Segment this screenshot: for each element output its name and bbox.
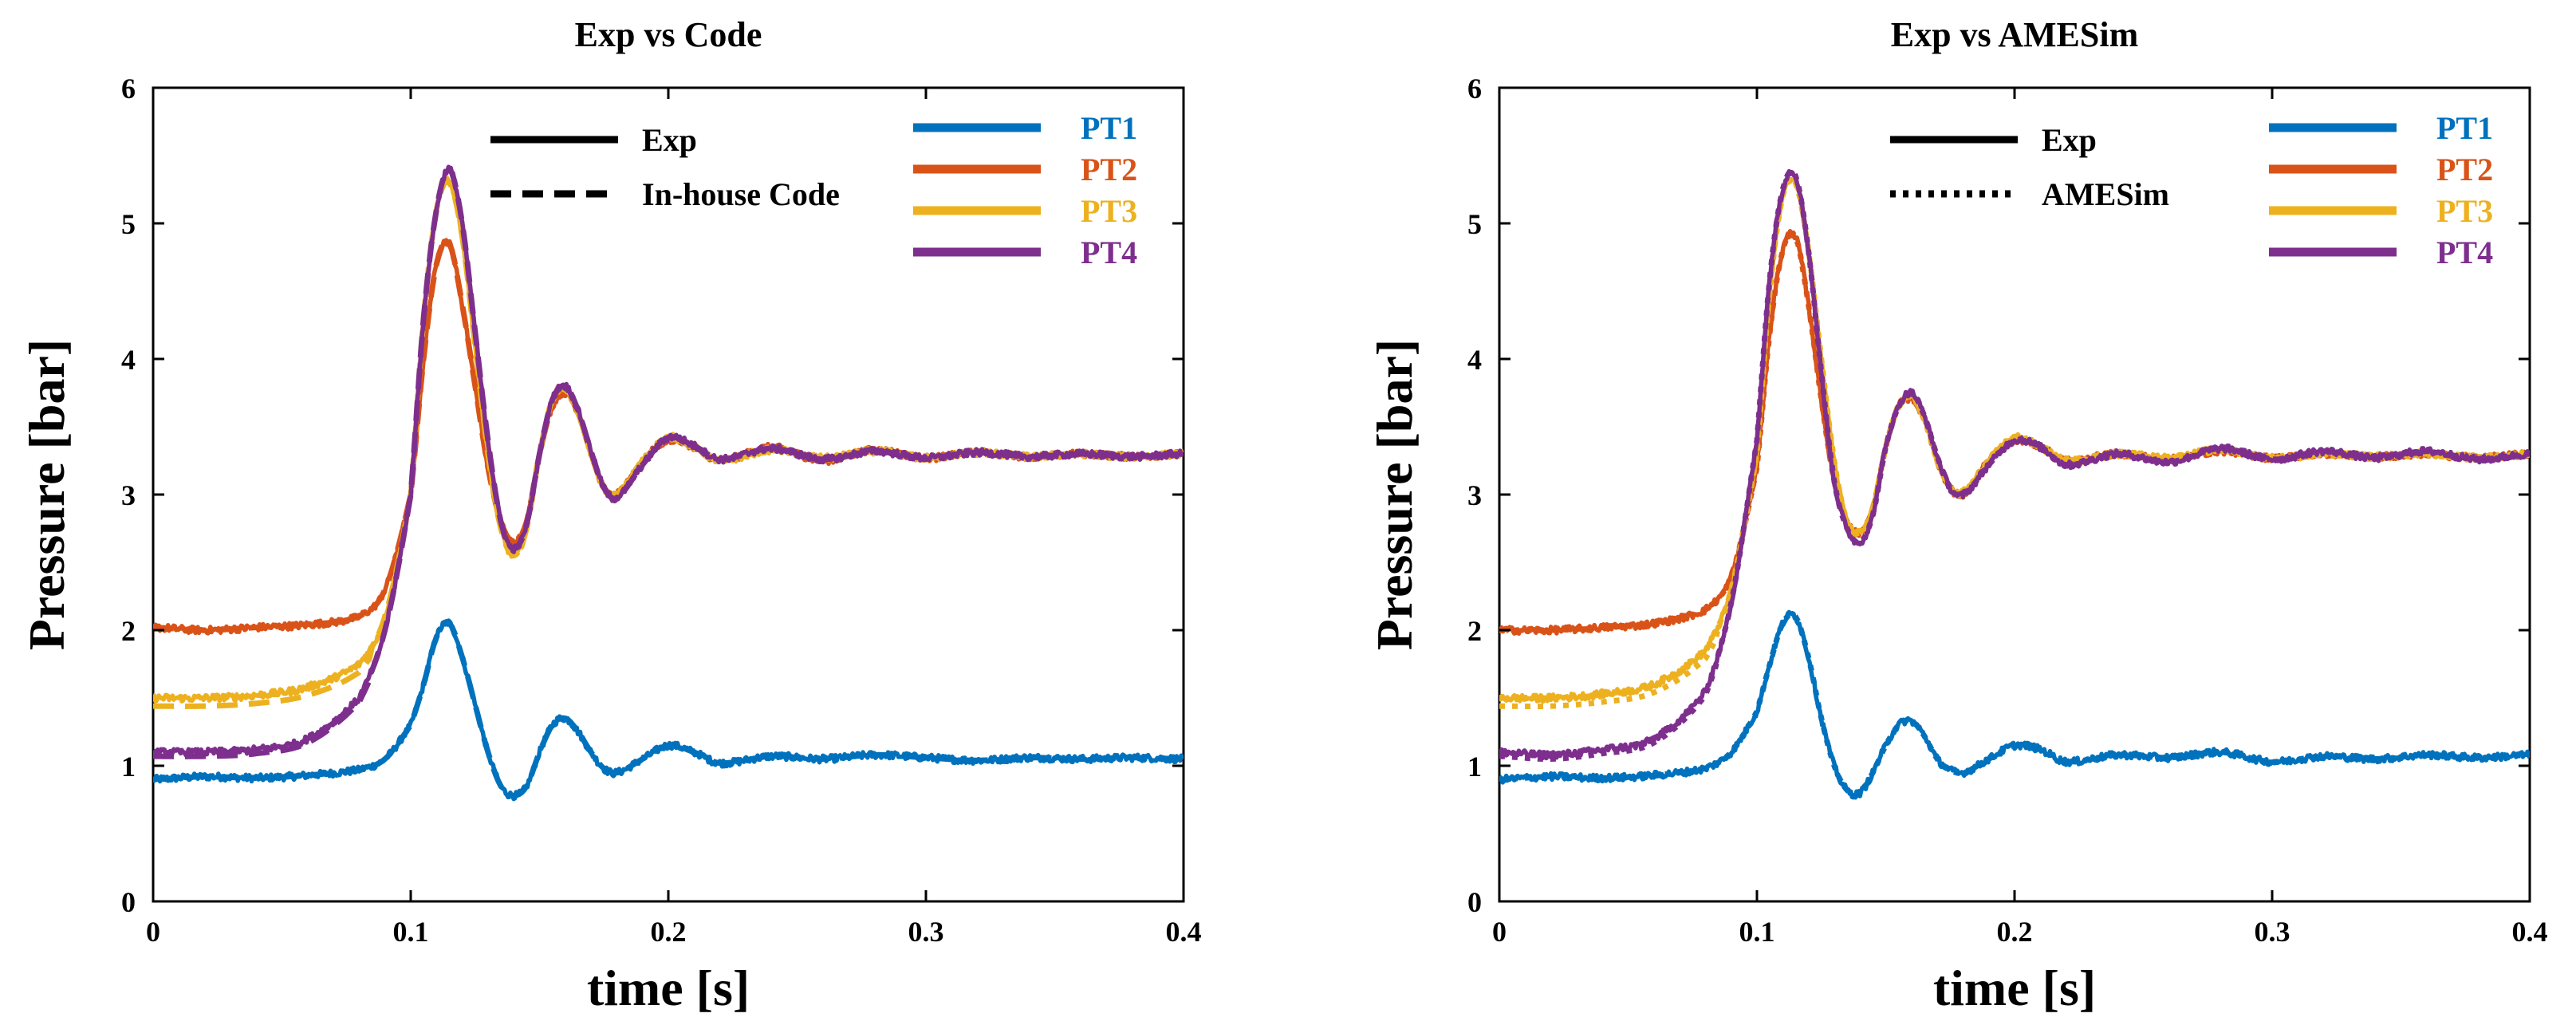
x-tick-label: 0.2 [651, 916, 687, 948]
legend-label-pt2: PT2 [1081, 152, 1137, 187]
x-tick-label: 0.3 [2255, 916, 2290, 948]
y-axis-label: Pressure [bar] [18, 339, 75, 650]
y-tick-label: 5 [121, 208, 136, 240]
line-style-legend: Exp In-house Code [490, 122, 840, 212]
y-tick-label: 0 [121, 886, 136, 918]
y-tick-label: 3 [1467, 479, 1482, 511]
legend-label-pt2: PT2 [2436, 152, 2493, 187]
legend-label: In-house Code [642, 176, 840, 212]
x-tick-label: 0.1 [393, 916, 429, 948]
x-axis-label: time [s] [587, 960, 750, 1016]
x-tick-label: 0.4 [2512, 916, 2548, 948]
x-tick-label: 0.1 [1739, 916, 1775, 948]
legend-label: Exp [2042, 122, 2097, 158]
series-lines [153, 164, 1184, 802]
legend-label: AMESim [2042, 176, 2169, 212]
series-pt4-exp [153, 164, 1184, 759]
y-tick-label: 6 [1467, 73, 1482, 104]
y-tick-label: 4 [121, 344, 136, 376]
series-pt4-exp [1499, 168, 2530, 761]
series-pt2-dotted [1499, 230, 2530, 633]
x-axis-label: time [s] [1933, 960, 2096, 1016]
x-tick-label: 0.2 [1997, 916, 2033, 948]
series-pt3-dashed [153, 178, 1184, 710]
legend-label-pt4: PT4 [2436, 235, 2493, 270]
x-tick-label: 0.4 [1166, 916, 1202, 948]
chart-title: Exp vs Code [575, 15, 762, 54]
y-tick-label: 2 [121, 615, 136, 647]
legend-label-pt4: PT4 [1081, 235, 1137, 270]
series-legend: PT1 PT2 PT3 PT4 [913, 110, 1137, 270]
chart-panel-1: Exp vs Code 0 0.1 0.2 0.3 0.4 0 1 2 3 4 5 6 time [s] P… [18, 15, 1202, 1016]
y-tick-label: 1 [1467, 751, 1482, 783]
series-pt2-exp [1499, 229, 2530, 637]
legend-label-pt1: PT1 [1081, 110, 1137, 146]
legend-label: Exp [642, 122, 697, 158]
x-tick-label: 0.3 [908, 916, 944, 948]
y-tick-label: 1 [121, 751, 136, 783]
y-axis-label: Pressure [bar] [1366, 339, 1423, 650]
legend-label-pt3: PT3 [1081, 193, 1137, 229]
axis-ticks: 0 0.1 0.2 0.3 0.4 0 1 2 3 4 5 6 [121, 73, 1202, 948]
chart-panel-2: Exp vs AMESim 0 0.1 0.2 0.3 0.4 0 1 2 3 4 5 6 time [s… [1366, 15, 2548, 1016]
y-tick-label: 6 [121, 73, 136, 104]
x-tick-label: 0 [1492, 916, 1507, 948]
y-tick-label: 5 [1467, 208, 1482, 240]
series-pt4-dashed [153, 165, 1184, 759]
series-pt1-dashed [153, 619, 1184, 798]
y-tick-label: 3 [121, 479, 136, 511]
chart-title: Exp vs AMESim [1891, 15, 2139, 54]
series-lines [1499, 168, 2530, 800]
x-tick-label: 0 [146, 916, 160, 948]
line-style-legend: Exp AMESim [1890, 122, 2169, 212]
series-pt1-dotted [1499, 611, 2530, 798]
legend-label-pt3: PT3 [2436, 193, 2493, 229]
y-tick-label: 4 [1467, 344, 1482, 376]
series-pt1-exp [1499, 609, 2530, 800]
series-pt4-dotted [1499, 168, 2530, 763]
axis-ticks: 0 0.1 0.2 0.3 0.4 0 1 2 3 4 5 6 [1467, 73, 2548, 948]
y-tick-label: 2 [1467, 615, 1482, 647]
legend-label-pt1: PT1 [2436, 110, 2493, 146]
y-tick-label: 0 [1467, 886, 1482, 918]
series-legend: PT1 PT2 PT3 PT4 [2269, 110, 2493, 270]
series-pt1-exp [153, 618, 1184, 802]
